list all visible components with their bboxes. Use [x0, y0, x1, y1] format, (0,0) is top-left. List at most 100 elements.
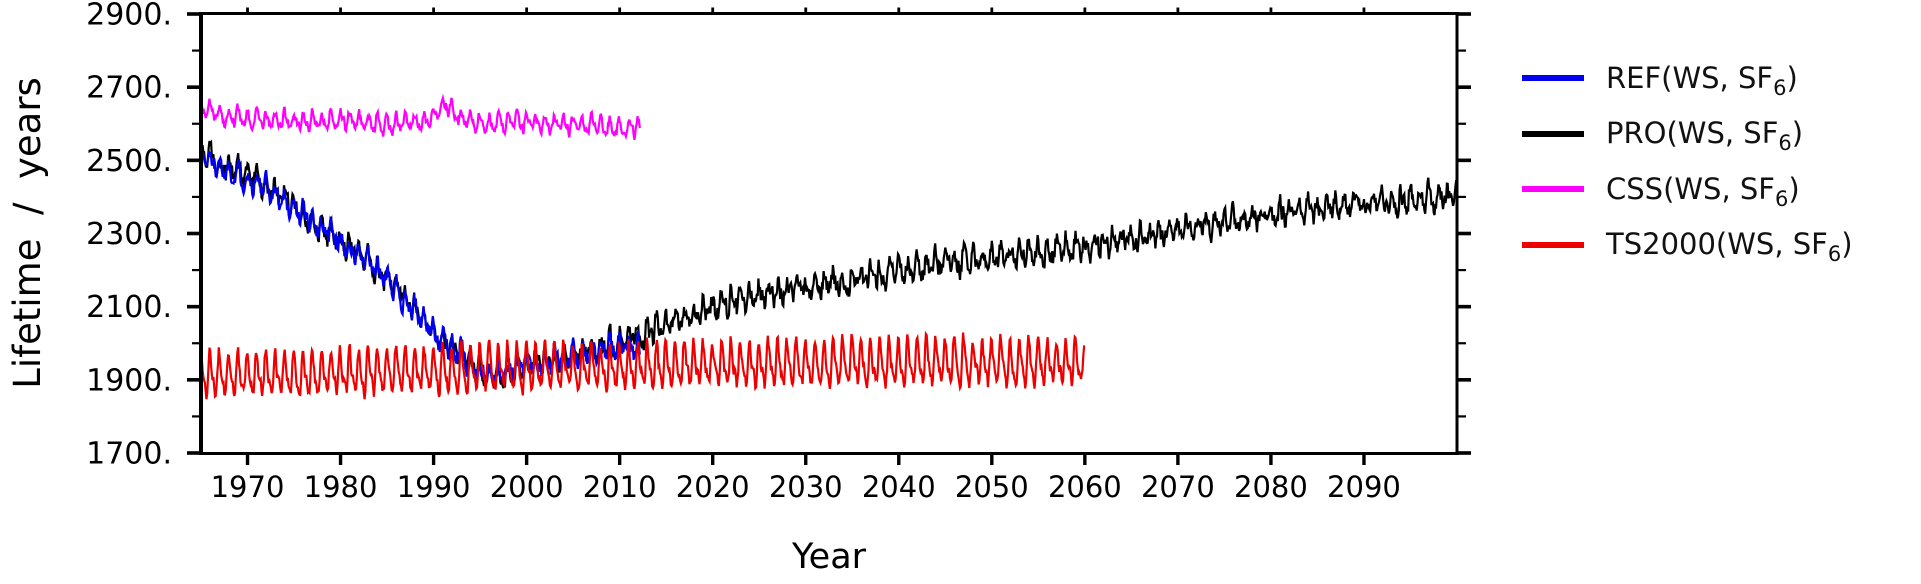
x-tick-top	[711, 7, 715, 14]
x-tick-label: 1970	[211, 470, 285, 504]
series-line-pro	[201, 139, 1457, 390]
y-major-tick-right	[1457, 378, 1471, 382]
y-major-tick-left	[187, 231, 201, 236]
x-tick-top	[1269, 7, 1273, 14]
x-axis-title: Year	[791, 537, 867, 577]
y-minor-tick-left	[192, 49, 201, 52]
y-tick-label: 1700.	[86, 437, 172, 472]
subscript: 6	[1827, 242, 1842, 266]
axis-right	[1455, 12, 1459, 455]
y-minor-tick-left	[192, 342, 201, 345]
legend-color-swatch	[1522, 241, 1584, 248]
axis-left	[199, 12, 203, 455]
x-tick-bottom	[524, 453, 529, 465]
x-tick-bottom	[990, 453, 994, 465]
y-minor-tick-left	[192, 195, 201, 199]
legend-color-swatch	[1522, 186, 1584, 192]
y-major-tick-left	[187, 378, 201, 382]
x-tick-top	[525, 7, 529, 14]
y-major-tick-left	[187, 451, 201, 455]
x-tick-bottom	[1176, 453, 1180, 465]
y-tick-label: 2900.	[86, 0, 172, 33]
subscript: 6	[1775, 186, 1789, 211]
legend-item-ts2000: TS2000(WS, SF6)	[1522, 227, 1853, 266]
series-line-ref	[201, 150, 641, 389]
series-line-css	[201, 93, 641, 141]
y-tick-label: 2300.	[86, 217, 172, 252]
x-tick-label: 1980	[304, 470, 378, 504]
subscript: 6	[1773, 75, 1787, 100]
x-tick-label: 2000	[490, 470, 564, 504]
x-tick-top	[432, 7, 435, 14]
y-minor-tick-right	[1457, 415, 1466, 418]
y-major-tick-right	[1457, 12, 1471, 16]
x-tick-top	[1083, 7, 1087, 14]
y-axis-title: Lifetime / years	[6, 77, 49, 389]
x-tick-label: 2090	[1327, 470, 1401, 504]
legend-label: REF(WS, SF6)	[1606, 60, 1798, 100]
x-tick-top	[339, 7, 342, 14]
x-tick-bottom	[711, 453, 715, 465]
x-tick-label: 2020	[676, 470, 750, 504]
x-tick-bottom	[804, 453, 808, 465]
x-tick-bottom	[1269, 453, 1273, 465]
x-tick-label: 2010	[583, 470, 657, 504]
axis-bottom	[199, 452, 1459, 455]
x-tick-bottom	[431, 453, 436, 465]
subscript: 6	[1778, 131, 1792, 155]
x-tick-top	[246, 7, 249, 14]
y-major-tick-right	[1457, 451, 1471, 455]
y-minor-tick-left	[192, 268, 201, 272]
x-tick-top	[618, 7, 622, 14]
x-tick-label: 2030	[769, 470, 843, 504]
x-tick-label: 2060	[1048, 470, 1122, 504]
y-major-tick-right	[1457, 231, 1471, 236]
y-major-tick-left	[187, 85, 201, 89]
x-tick-bottom	[1083, 453, 1087, 465]
legend-label: TS2000(WS, SF6)	[1606, 227, 1853, 266]
x-tick-label: 1990	[397, 470, 471, 504]
legend-color-swatch	[1522, 75, 1584, 81]
y-minor-tick-left	[192, 415, 201, 418]
x-tick-top	[897, 7, 901, 14]
x-tick-top	[990, 7, 994, 14]
legend-label: CSS(WS, SF6)	[1606, 171, 1800, 211]
legend-label: PRO(WS, SF6)	[1606, 116, 1804, 155]
y-minor-tick-right	[1457, 122, 1466, 125]
legend-color-swatch	[1522, 130, 1584, 137]
x-tick-bottom	[897, 453, 901, 465]
axis-top	[199, 12, 1459, 15]
y-minor-tick-right	[1457, 342, 1466, 345]
y-tick-label: 2500.	[86, 144, 172, 179]
x-tick-bottom	[338, 453, 343, 465]
x-tick-bottom	[617, 453, 622, 465]
y-tick-label: 2700.	[86, 71, 172, 106]
y-minor-tick-right	[1457, 49, 1466, 52]
x-tick-top	[1176, 7, 1180, 14]
y-major-tick-right	[1457, 85, 1471, 89]
x-tick-label: 2050	[955, 470, 1029, 504]
y-major-tick-left	[187, 304, 201, 309]
x-tick-top	[804, 7, 808, 14]
legend-item-css: CSS(WS, SF6)	[1522, 171, 1800, 211]
x-tick-top	[1362, 7, 1366, 14]
y-tick-label: 2100.	[86, 290, 172, 325]
x-tick-bottom	[1362, 453, 1366, 465]
y-tick-label: 1900.	[86, 363, 172, 398]
y-major-tick-right	[1457, 158, 1471, 163]
series-layer	[201, 93, 1457, 400]
legend-item-pro: PRO(WS, SF6)	[1522, 116, 1804, 155]
y-major-tick-right	[1457, 304, 1471, 309]
chart-legend: REF(WS, SF6) PRO(WS, SF6) CSS(WS, SF6) TS20…	[1522, 0, 1921, 300]
x-tick-label: 2080	[1234, 470, 1308, 504]
y-major-tick-left	[187, 12, 201, 16]
y-minor-tick-left	[192, 122, 201, 125]
legend-item-ref: REF(WS, SF6)	[1522, 60, 1798, 100]
x-tick-label: 2040	[862, 470, 936, 504]
y-minor-tick-right	[1457, 268, 1466, 272]
x-tick-label: 2070	[1141, 470, 1215, 504]
y-major-tick-left	[187, 158, 201, 163]
series-line-ts2000	[201, 330, 1086, 400]
